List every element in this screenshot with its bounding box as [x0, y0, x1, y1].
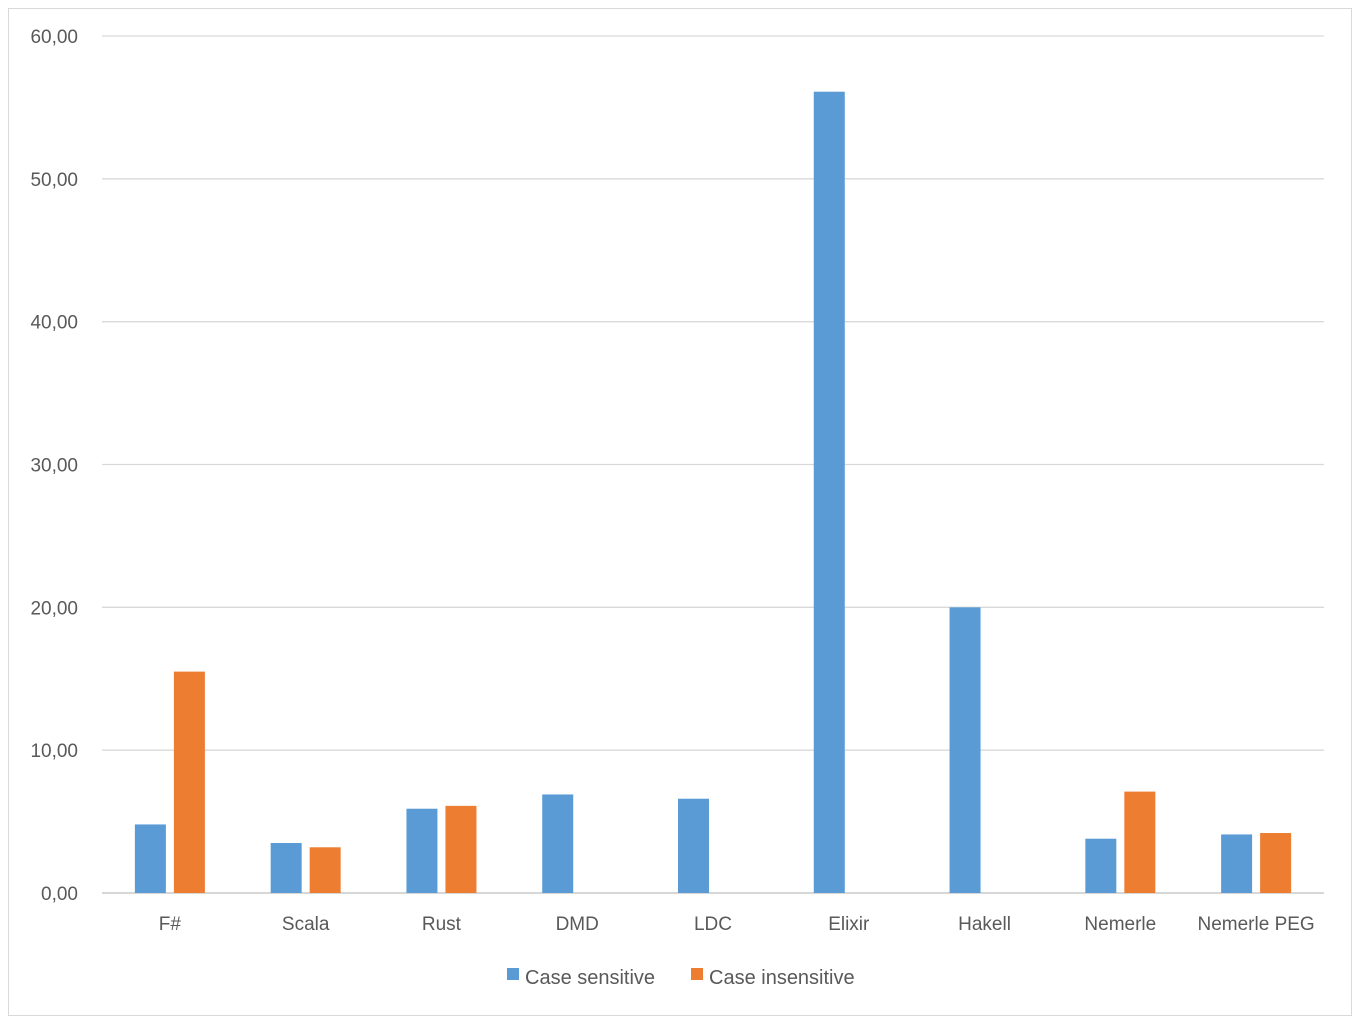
bar-case-sensitive — [134, 824, 166, 893]
bars — [134, 91, 1292, 893]
legend: Case sensitive Case insensitive — [507, 967, 855, 989]
bar-case-sensitive — [1085, 838, 1117, 893]
legend-swatch — [691, 968, 703, 980]
legend-swatch — [507, 968, 519, 980]
legend-label: Case insensitive — [709, 967, 855, 989]
bar-case-sensitive — [270, 843, 302, 893]
x-tick-label: Elixir — [828, 914, 870, 935]
bar-case-sensitive — [406, 808, 438, 893]
bar-case-insensitive — [1260, 833, 1292, 893]
y-tick-label: 60,00 — [30, 27, 78, 48]
x-tick-label: F# — [159, 914, 182, 935]
y-tick-label: 30,00 — [30, 456, 78, 477]
bar-case-sensitive — [678, 798, 709, 893]
bar-case-sensitive — [813, 91, 845, 893]
bar-case-sensitive — [542, 794, 574, 893]
x-tick-label: Scala — [282, 914, 330, 935]
y-tick-label: 50,00 — [30, 170, 78, 191]
y-tick-label: 0,00 — [41, 884, 78, 905]
x-tick-label: Nemerle — [1084, 914, 1156, 935]
y-tick-label: 40,00 — [30, 313, 78, 334]
x-tick-label: Rust — [422, 914, 462, 935]
x-tick-label: LDC — [694, 914, 732, 935]
bar-case-insensitive — [309, 847, 341, 893]
y-tick-label: 20,00 — [30, 598, 78, 619]
y-axis: 0,00 10,00 20,00 30,00 40,00 50,00 60,00 — [30, 27, 78, 905]
x-tick-label: Nemerle PEG — [1198, 914, 1315, 935]
gridlines — [102, 35, 1324, 894]
legend-label: Case sensitive — [525, 967, 655, 989]
y-tick-label: 10,00 — [30, 741, 78, 762]
bar-case-sensitive — [949, 607, 981, 893]
x-tick-label: DMD — [556, 914, 599, 935]
x-axis: F# Scala Rust DMD LDC Elixir Hakell Nemerle Neme… — [159, 914, 1315, 935]
bar-case-insensitive — [1124, 791, 1156, 893]
bar-case-insensitive — [173, 671, 205, 893]
x-tick-label: Hakell — [958, 914, 1011, 935]
bar-case-insensitive — [445, 805, 477, 893]
bar-case-sensitive — [1221, 834, 1253, 893]
